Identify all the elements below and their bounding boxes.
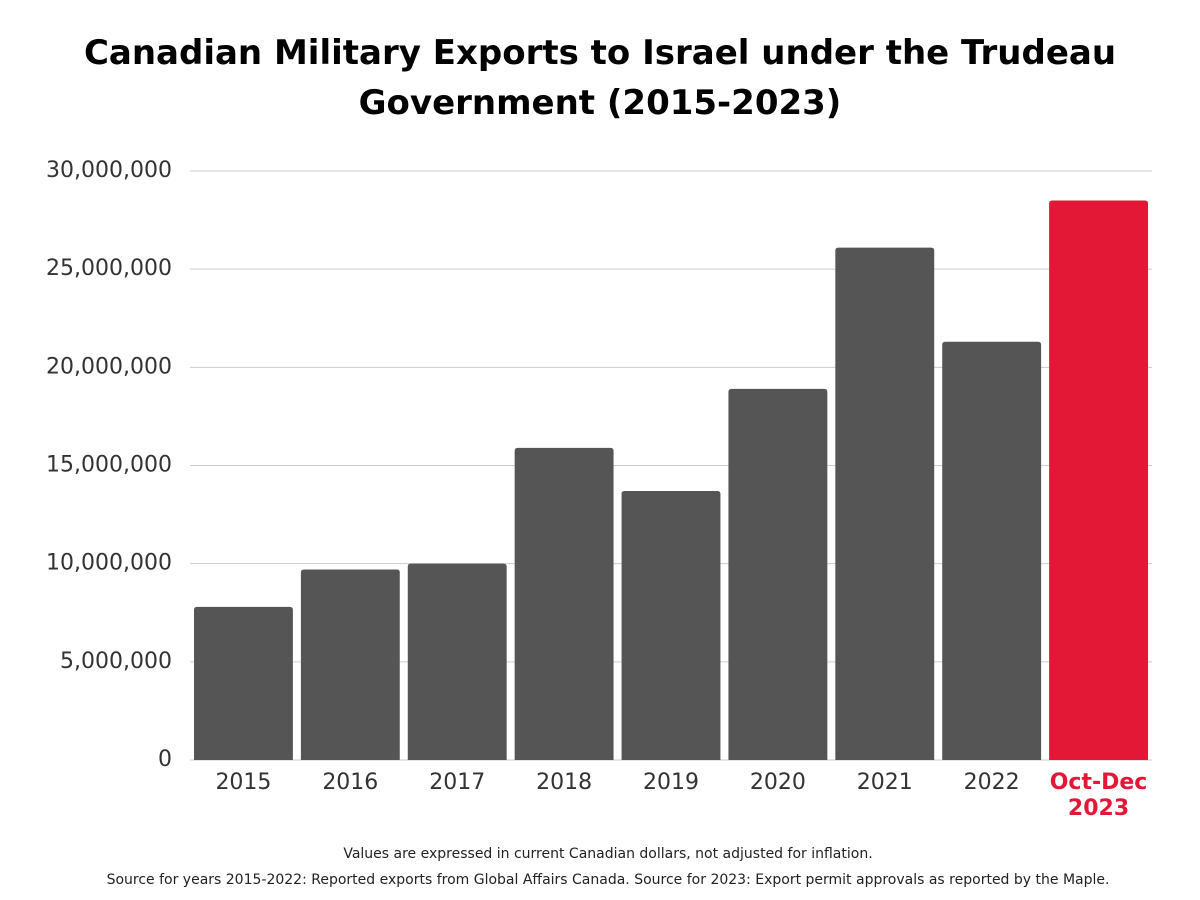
bar <box>300 569 400 760</box>
y-tick-label: 10,000,000 <box>46 551 172 576</box>
note: Source for years 2015-2022: Reported exp… <box>106 872 1110 888</box>
bar <box>407 563 507 760</box>
y-tick-label: 20,000,000 <box>46 354 172 379</box>
y-tick-label: 15,000,000 <box>46 453 172 478</box>
x-tick-label: 2018 <box>536 770 593 795</box>
x-tick-label: 2020 <box>749 770 806 795</box>
y-tick-label: 30,000,000 <box>46 158 172 183</box>
x-tick-label: 2019 <box>642 770 699 795</box>
y-tick-label: 5,000,000 <box>60 649 172 674</box>
x-tick-label: 2022 <box>963 770 1020 795</box>
y-tick-label: 0 <box>158 747 172 772</box>
x-tick-label: Oct-Dec 2023 <box>1049 770 1148 821</box>
bar <box>514 447 614 760</box>
x-tick-label: 2015 <box>215 770 272 795</box>
bar <box>835 247 935 760</box>
x-tick-label: 2017 <box>429 770 486 795</box>
bar <box>194 606 293 760</box>
y-tick-label: 25,000,000 <box>46 256 172 281</box>
bar <box>1049 200 1148 760</box>
bar <box>942 341 1042 760</box>
x-tick-label: 2016 <box>322 770 379 795</box>
note: Values are expressed in current Canadian… <box>343 846 873 862</box>
chart-title: Canadian Military Exports to Israel unde… <box>83 33 1117 123</box>
bar <box>728 388 828 760</box>
x-tick-label: 2021 <box>856 770 913 795</box>
bar <box>621 491 721 760</box>
